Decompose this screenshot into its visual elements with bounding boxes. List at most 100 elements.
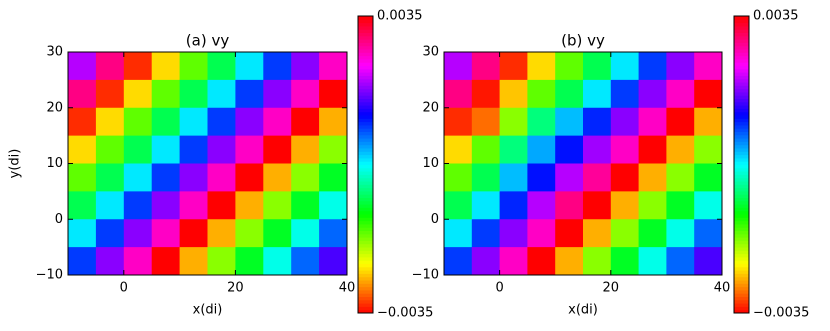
heatmap-cell (694, 135, 723, 164)
colorbar-swatch (358, 95, 373, 99)
colorbar-swatch (734, 35, 749, 40)
heatmap-cell (151, 219, 181, 248)
y-axis-label: y(di) (8, 149, 23, 179)
heatmap-cell (666, 79, 695, 109)
heatmap-cell (179, 247, 208, 276)
heatmap-cell (471, 107, 501, 137)
colorbar-swatch (734, 204, 749, 208)
heatmap-cell (610, 107, 640, 137)
colorbar-swatch (734, 82, 749, 86)
colorbar-swatch (358, 227, 373, 231)
heatmap-cell (666, 52, 695, 81)
colorbar-swatch (358, 85, 373, 90)
colorbar-frame (733, 15, 750, 314)
heatmap-cell (151, 191, 181, 220)
heatmap-cell (123, 52, 153, 81)
heatmap-cell (151, 247, 181, 276)
heatmap-cell (499, 191, 528, 220)
heatmap-cell (527, 191, 556, 220)
heatmap-cell (235, 191, 264, 220)
colorbar-swatch (734, 273, 749, 278)
heatmap-cell (471, 79, 501, 109)
heatmap-cell (694, 107, 723, 137)
colorbar-swatch (734, 174, 749, 179)
heatmap-cell (123, 135, 153, 164)
heatmap-cell (583, 163, 612, 192)
heatmap-cell (471, 247, 501, 276)
colorbar-swatch (358, 299, 373, 304)
colorbar-tick-label: −0.0035 (753, 306, 809, 321)
colorbar-swatch (734, 95, 749, 99)
heatmap-cell (638, 247, 667, 276)
colorbar-swatch (358, 233, 373, 238)
colorbar-swatch (734, 42, 749, 47)
colorbar-swatch (734, 200, 749, 205)
colorbar-swatch (358, 210, 373, 215)
heatmap-cell (151, 107, 181, 137)
colorbar-swatch (734, 266, 749, 271)
colorbar-swatch (358, 286, 373, 291)
heatmap-cell (694, 191, 723, 220)
heatmap-cell (444, 191, 473, 220)
colorbar-swatch (358, 263, 373, 268)
heatmap-cell (319, 79, 348, 109)
colorbar-swatch (358, 194, 373, 198)
x-tick-label: 0 (495, 281, 503, 296)
heatmap-cell (179, 163, 208, 192)
colorbar-swatch (358, 82, 373, 86)
colorbar-swatch (358, 144, 373, 149)
colorbar-swatch (734, 75, 749, 80)
heatmap-cell (95, 191, 125, 220)
heatmap-cell (95, 219, 125, 248)
x-axis-label: x(di) (193, 303, 223, 318)
y-tick-label: 20 (46, 100, 63, 115)
heatmap-cell (207, 107, 236, 137)
heatmap-cell (207, 219, 236, 248)
colorbar-swatch (358, 187, 373, 192)
heatmap-cell (95, 107, 125, 137)
heatmap-cell (527, 107, 556, 137)
colorbar-swatch (734, 207, 749, 212)
y-tick-label: 20 (422, 100, 439, 115)
colorbar-swatch (734, 65, 749, 70)
colorbar-swatch (358, 105, 373, 109)
colorbar-frame (357, 15, 374, 314)
colorbar-swatch (734, 237, 749, 241)
colorbar-swatch (734, 22, 749, 27)
y-tick-label: −10 (36, 268, 63, 283)
heatmap-cell (527, 163, 556, 192)
colorbar-swatch (358, 253, 373, 258)
heatmap-cell (95, 135, 125, 164)
colorbar-swatch (734, 58, 749, 63)
heatmap-cell (666, 219, 695, 248)
heatmap-cell (151, 163, 181, 192)
heatmap-cell (68, 163, 97, 192)
heatmap-cell (235, 135, 264, 164)
heatmap-cell (123, 163, 153, 192)
heatmap-cell (555, 219, 584, 248)
colorbar-swatch (358, 49, 373, 53)
heatmap-cell (68, 79, 97, 109)
colorbar-swatch (358, 260, 373, 264)
colorbar-swatch (734, 148, 749, 152)
heatmap-cell (471, 163, 501, 192)
colorbar-swatch (734, 289, 749, 294)
heatmap-cell (666, 247, 695, 276)
heatmap-cell (319, 191, 348, 220)
colorbar-swatch (734, 280, 749, 284)
heatmap-cell (471, 135, 501, 164)
heatmap-cell (499, 79, 528, 109)
colorbar-swatch (358, 237, 373, 241)
colorbar-swatch (734, 293, 749, 297)
colorbar-swatch (734, 187, 749, 192)
heatmap-cell (444, 219, 473, 248)
colorbar-swatch (358, 250, 373, 255)
heatmap-cell (179, 52, 208, 81)
colorbar-swatch (358, 52, 373, 57)
heatmap-cell (610, 79, 640, 109)
heatmap-cell (263, 191, 292, 220)
colorbar-tick-label: −0.0035 (377, 306, 433, 321)
heatmap-cell (123, 247, 153, 276)
heatmap-cell (291, 52, 320, 81)
heatmap-cell (666, 107, 695, 137)
